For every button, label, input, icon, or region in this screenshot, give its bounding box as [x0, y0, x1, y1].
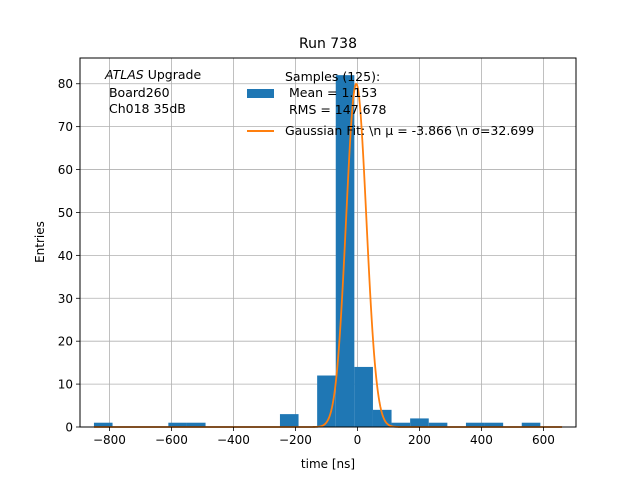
atlas-annotation: ATLAS Upgrade Board260 Ch018 35dB [104, 67, 201, 116]
histogram-bar [465, 422, 485, 427]
y-tick-label: 10 [58, 378, 73, 392]
histogram-bar [484, 422, 504, 427]
legend: Samples (125): Mean = 1.153 RMS = 147.67… [247, 69, 534, 138]
annotation-italic: ATLAS [104, 67, 144, 82]
legend-histogram-swatch [247, 89, 274, 98]
legend-fit-label: Gaussian Fit: \n μ = -3.866 \n σ=32.699 [285, 123, 534, 138]
y-tick-label: 60 [58, 163, 73, 177]
legend-histogram-line3: RMS = 147.678 [285, 102, 387, 117]
annotation-line1: ATLAS Upgrade [104, 67, 201, 82]
x-tick-label: −400 [217, 433, 250, 447]
annotation-line2: Board260 [105, 85, 170, 100]
histogram-bar [391, 422, 411, 427]
y-tick-label: 50 [58, 206, 73, 220]
y-tick-label: 0 [65, 421, 73, 435]
y-tick-label: 20 [58, 335, 73, 349]
x-tick-label: −600 [155, 433, 188, 447]
histogram-bar [410, 418, 429, 427]
y-tick-label: 70 [58, 120, 73, 134]
chart-title: Run 738 [299, 36, 357, 52]
histogram-bar [428, 422, 448, 427]
x-axis-label: time [ns] [301, 457, 355, 471]
histogram-bar [186, 422, 206, 427]
x-tick-label: 600 [532, 433, 555, 447]
histogram-bar [93, 422, 113, 427]
histogram-bar [521, 422, 541, 427]
x-axis-ticks: −800 −600 −400 −200 0 200 400 600 [93, 427, 555, 447]
x-tick-label: 200 [408, 433, 431, 447]
y-axis-label: Entries [33, 221, 47, 263]
y-axis-ticks: 0 10 20 30 40 50 60 70 80 [58, 77, 80, 435]
legend-histogram-line2: Mean = 1.153 [285, 85, 377, 100]
plot-frame [79, 57, 577, 428]
y-tick-label: 40 [58, 249, 73, 263]
y-tick-label: 80 [58, 77, 73, 91]
x-tick-label: −200 [279, 433, 312, 447]
x-tick-label: −800 [93, 433, 126, 447]
histogram-bar [354, 366, 373, 427]
histogram-bar [168, 422, 187, 427]
x-tick-label: 400 [470, 433, 493, 447]
annotation-line3: Ch018 35dB [105, 101, 186, 116]
legend-histogram-line1: Samples (125): [285, 69, 380, 84]
annotation-rest: Upgrade [144, 67, 202, 82]
y-tick-label: 30 [58, 292, 73, 306]
histogram-bar [279, 414, 299, 427]
x-tick-label: 0 [354, 433, 362, 447]
